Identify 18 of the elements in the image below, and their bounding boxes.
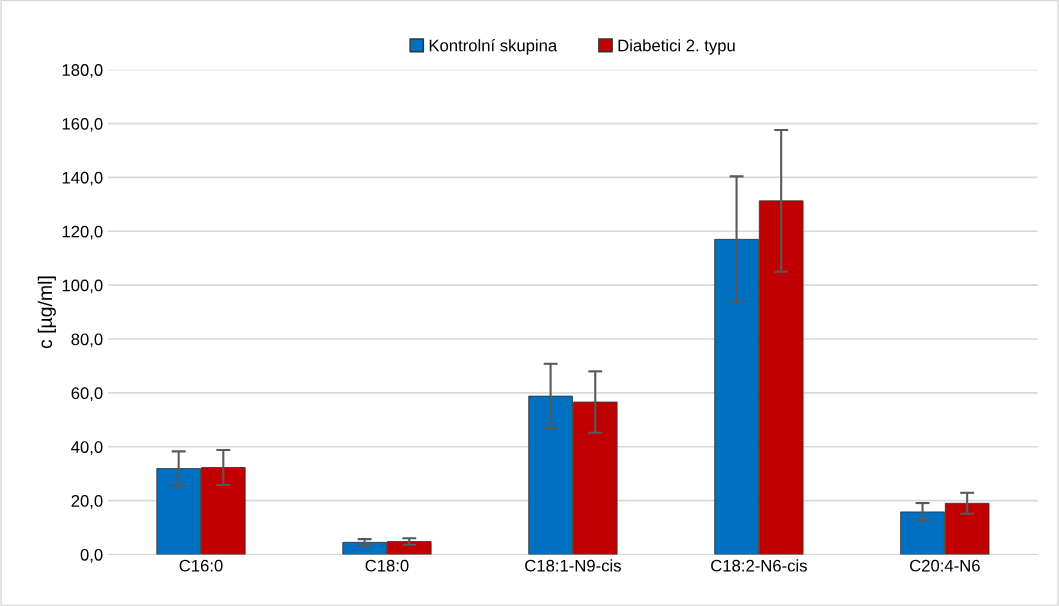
x-tick-label: C16:0 [179, 559, 223, 572]
x-tick-label: C18:2-N6-cis [711, 559, 807, 572]
legend-label: Diabetici 2. typu [618, 39, 735, 55]
y-tick-label: 0,0 [80, 548, 103, 563]
y-axis-title: c [µg/ml] [37, 276, 56, 349]
legend-label: Kontrolní skupina [429, 38, 558, 55]
y-tick-label: 140,0 [62, 171, 103, 186]
y-tick-label: 180,0 [62, 64, 103, 78]
y-tick-label: 40,0 [71, 441, 103, 455]
x-tick-label: C20:4-N6 [910, 559, 980, 572]
y-tick-label: 100,0 [62, 279, 103, 294]
y-tick-label: 20,0 [71, 495, 103, 509]
y-tick-label: 80,0 [71, 333, 103, 348]
y-tick-label: 60,0 [71, 387, 103, 402]
y-tick-label: 160,0 [62, 117, 103, 132]
y-tick-label: 120,0 [62, 225, 103, 240]
x-tick-label: C18:1-N9-cis [525, 559, 621, 572]
x-tick-label: C18:0 [365, 559, 409, 572]
